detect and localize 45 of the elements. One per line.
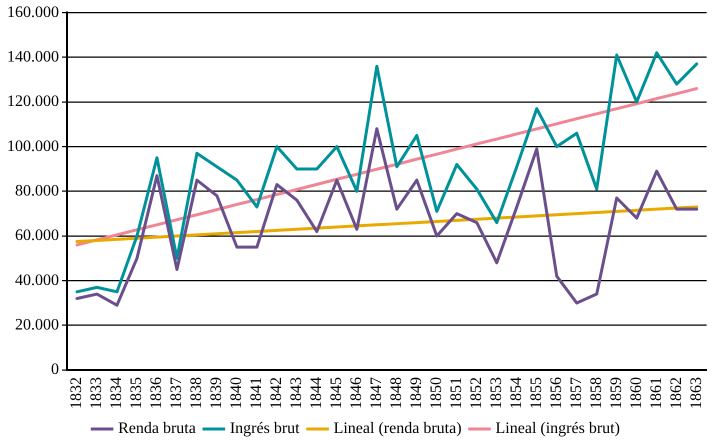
y-tick-label: 100.000	[7, 138, 59, 155]
x-tick-label: 1856	[548, 377, 565, 409]
x-tick-label: 1859	[608, 377, 625, 409]
x-tick-label: 1850	[428, 377, 446, 409]
x-tick-label: 1848	[388, 377, 406, 409]
x-tick-label: 1842	[268, 377, 286, 409]
x-tick-label: 1851	[448, 377, 465, 409]
y-tick-label: 60.000	[15, 227, 59, 244]
x-tick-label: 1832	[68, 377, 86, 409]
x-tick-label: 1860	[628, 377, 645, 409]
x-tick-label: 1861	[648, 377, 665, 409]
x-tick-label: 1836	[148, 377, 166, 409]
x-tick-label: 1839	[208, 377, 226, 409]
x-tick-label: 1854	[508, 377, 525, 409]
y-tick-label: 40.000	[15, 272, 59, 289]
x-tick-label: 1843	[288, 377, 306, 409]
x-tick-label: 1833	[88, 377, 106, 409]
y-tick-label: 140.000	[7, 48, 59, 66]
legend-label: Lineal (ingrés brut)	[496, 420, 620, 438]
x-tick-label: 1849	[408, 377, 426, 409]
x-tick-label: 1852	[468, 377, 485, 409]
x-tick-label: 1853	[488, 377, 505, 409]
x-tick-label: 1845	[328, 377, 346, 409]
y-tick-label: 80.000	[15, 182, 59, 200]
x-tick-label: 1862	[668, 377, 685, 409]
y-tick-label: 20.000	[15, 316, 59, 334]
x-tick-label: 1834	[108, 377, 126, 409]
x-tick-label: 1857	[568, 377, 585, 409]
legend-label: Renda bruta	[118, 420, 196, 438]
x-tick-label: 1858	[588, 377, 605, 409]
x-tick-label: 1835	[128, 377, 146, 409]
legend-label: Lineal (renda bruta)	[334, 420, 462, 438]
y-tick-label: 120.000	[7, 93, 59, 110]
y-tick-label: 160.000	[7, 4, 59, 21]
x-tick-label: 1838	[188, 377, 206, 409]
x-tick-label: 1855	[528, 377, 545, 409]
x-tick-label: 1847	[368, 377, 386, 409]
x-tick-label: 1863	[688, 377, 705, 409]
x-tick-label: 1837	[168, 377, 186, 409]
x-tick-label: 1841	[248, 377, 266, 409]
x-tick-label: 1844	[308, 377, 326, 409]
y-tick-label: 0	[51, 361, 59, 378]
x-tick-label: 1846	[348, 377, 366, 409]
legend-label: Ingrés brut	[230, 420, 300, 438]
x-tick-label: 1840	[228, 377, 246, 409]
